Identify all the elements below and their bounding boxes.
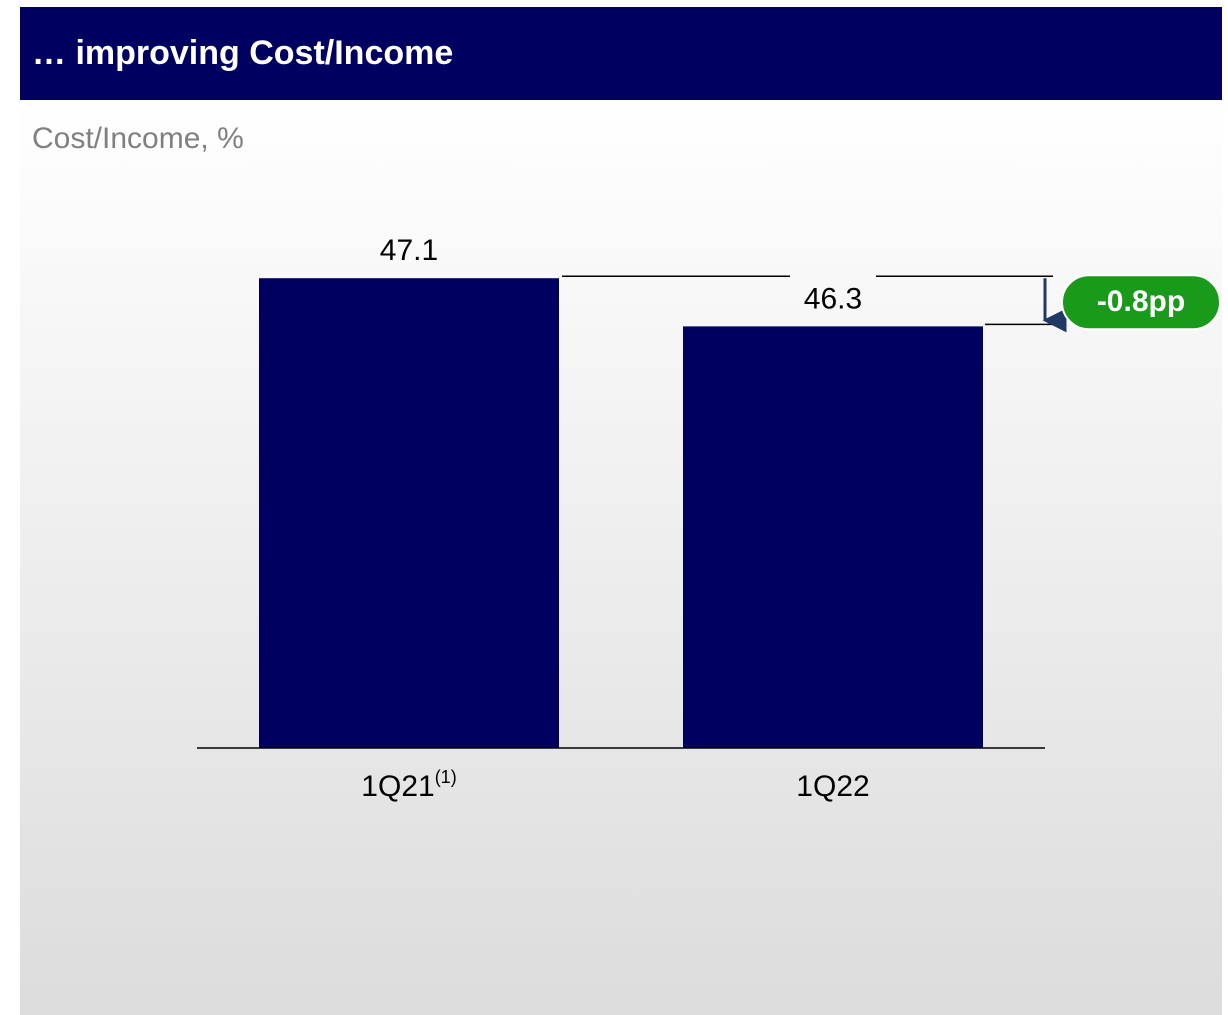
annotation: -0.8pp	[1097, 285, 1185, 318]
value-label: 47.1	[380, 234, 438, 267]
bar	[683, 326, 983, 748]
annotation-pill	[1061, 274, 1221, 331]
bar	[259, 278, 559, 748]
panel	[20, 100, 1222, 1015]
chart-title: … improving Cost/Income	[32, 34, 453, 72]
value-label: 46.3	[804, 282, 862, 315]
x-tick-label: 1Q22	[796, 770, 869, 803]
x-tick-label: 1Q21(1)	[361, 767, 456, 803]
category-name: 1Q21	[361, 770, 434, 803]
category-name: 1Q22	[796, 770, 869, 803]
subtitle: Cost/Income, %	[32, 122, 244, 155]
header	[20, 7, 1222, 100]
footnote-marker: (1)	[435, 767, 457, 787]
